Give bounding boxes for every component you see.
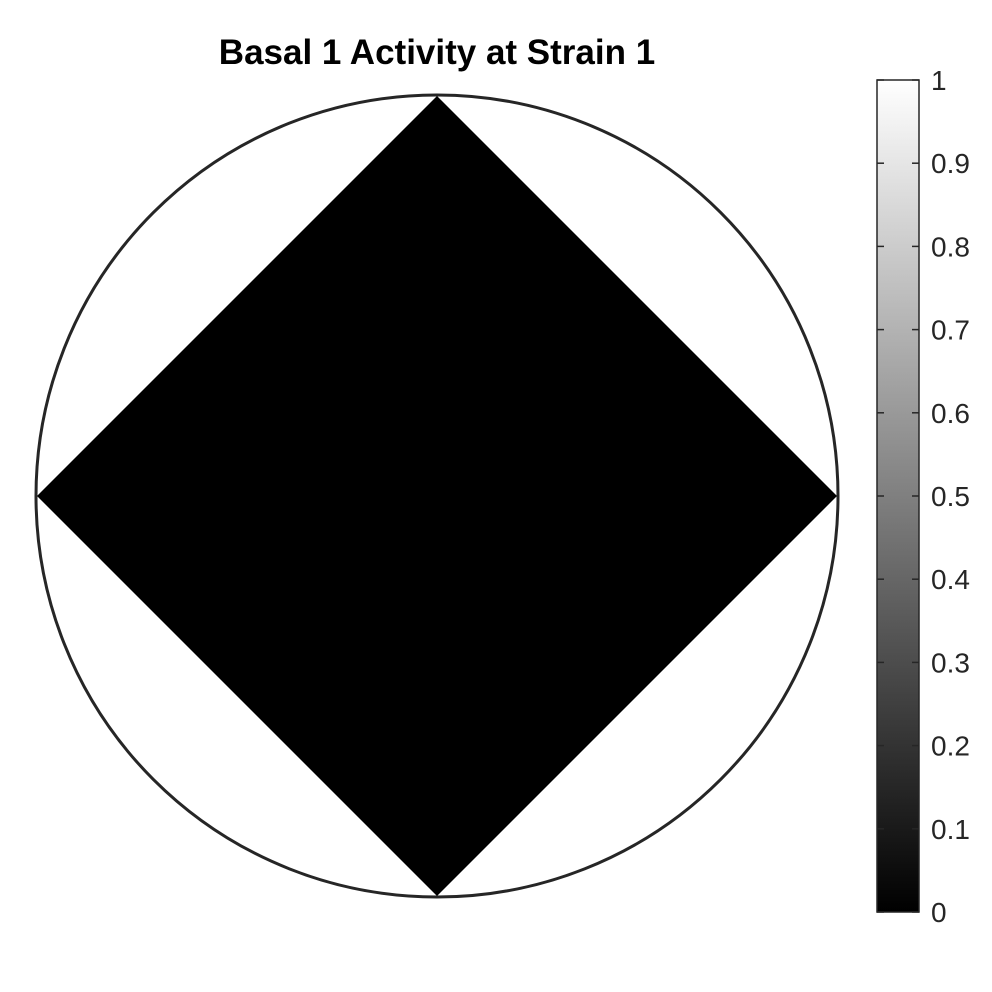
activity-region-diamond: [37, 96, 837, 896]
colorbar-tick-label: 0.2: [931, 731, 970, 762]
colorbar-tick-label: 1: [931, 65, 947, 96]
colorbar-tick-label: 0.9: [931, 148, 970, 179]
colorbar-tick-label: 0.1: [931, 814, 970, 845]
colorbar-tick-label: 0.6: [931, 398, 970, 429]
colorbar-tick-label: 0.4: [931, 564, 970, 595]
chart-title: Basal 1 Activity at Strain 1: [219, 33, 655, 72]
colorbar: 0 0.1 0.2 0.3 0.4 0.5 0.6 0.7 0.8 0.9 1: [876, 65, 970, 928]
colorbar-tick-label: 0: [931, 897, 947, 928]
plot-area: [34, 93, 840, 899]
colorbar-tick-label: 0.8: [931, 231, 970, 262]
colorbar-tick-label: 0.5: [931, 481, 970, 512]
colorbar-tick-label: 0.7: [931, 315, 970, 346]
colorbar-tick-label: 0.3: [931, 647, 970, 678]
colorbar-ticks: 0 0.1 0.2 0.3 0.4 0.5 0.6 0.7 0.8 0.9 1: [877, 65, 970, 928]
